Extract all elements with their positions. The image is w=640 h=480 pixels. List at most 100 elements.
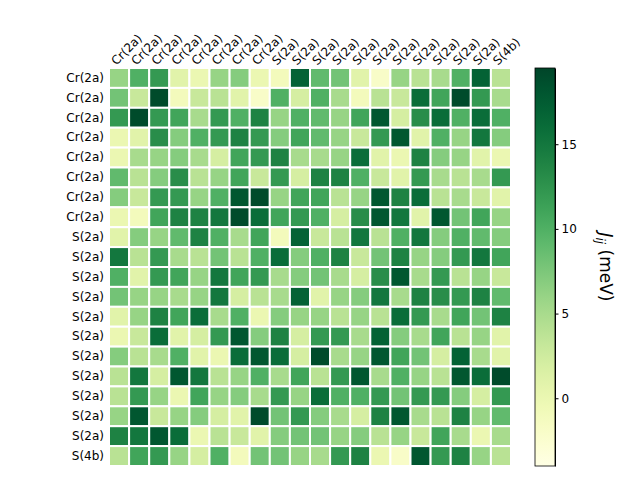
heatmap-cell: [290, 68, 310, 88]
heatmap-cell: [250, 386, 270, 406]
heatmap-cell: [290, 307, 310, 327]
heatmap-cell: [411, 108, 431, 128]
heatmap-cell: [149, 307, 169, 327]
y-tick-mark: [106, 117, 110, 118]
heatmap-cell: [411, 327, 431, 347]
heatmap-cell: [109, 327, 129, 347]
heatmap-cell: [290, 426, 310, 446]
y-tick: Cr(2a): [66, 91, 109, 105]
y-tick-mark: [106, 217, 110, 218]
heatmap-cell: [109, 267, 129, 287]
heatmap-cell: [390, 386, 410, 406]
heatmap-cell: [210, 347, 230, 367]
x-tick: S(4b): [490, 35, 523, 68]
heatmap-cell: [210, 446, 230, 466]
heatmap-cell: [431, 128, 451, 148]
y-tick-mark: [106, 376, 110, 377]
heatmap-cell: [390, 426, 410, 446]
heatmap-cell: [411, 287, 431, 307]
heatmap-cell: [330, 446, 350, 466]
y-tick: S(2a): [72, 369, 109, 383]
colorbar-axis: 051015: [555, 69, 577, 467]
y-tick: Cr(2a): [66, 71, 109, 85]
heatmap-cell: [270, 347, 290, 367]
heatmap-cell: [471, 187, 491, 207]
heatmap-cell: [431, 207, 451, 227]
heatmap-cell: [169, 68, 189, 88]
heatmap-cell: [370, 187, 390, 207]
heatmap-cell: [471, 88, 491, 108]
heatmap-cell: [290, 386, 310, 406]
heatmap-cell: [471, 307, 491, 327]
heatmap-cell: [390, 307, 410, 327]
y-tick: S(2a): [72, 230, 109, 244]
heatmap-cell: [270, 247, 290, 267]
heatmap-cell: [370, 367, 390, 387]
heatmap-cell: [350, 446, 370, 466]
heatmap-cell: [129, 267, 149, 287]
colorbar-tick-mark: [555, 398, 559, 399]
heatmap-cell: [210, 88, 230, 108]
heatmap-cell: [109, 287, 129, 307]
heatmap-cell: [350, 287, 370, 307]
heatmap-cell: [230, 327, 250, 347]
heatmap-cell: [169, 426, 189, 446]
heatmap-cell: [169, 128, 189, 148]
heatmap-cell: [350, 406, 370, 426]
heatmap-cell: [149, 227, 169, 247]
heatmap-cell: [390, 287, 410, 307]
y-tick-mark: [106, 77, 110, 78]
heatmap-cell: [169, 148, 189, 168]
heatmap-cell: [210, 406, 230, 426]
heatmap-cell: [109, 307, 129, 327]
heatmap-cell: [230, 367, 250, 387]
heatmap-cell: [230, 386, 250, 406]
heatmap-cell: [390, 446, 410, 466]
heatmap-cell: [471, 386, 491, 406]
heatmap-cell: [250, 406, 270, 426]
heatmap-cell: [350, 347, 370, 367]
heatmap-cell: [210, 227, 230, 247]
heatmap-cell: [210, 168, 230, 188]
heatmap-cell: [230, 207, 250, 227]
y-tick-label: S(4b): [72, 449, 104, 463]
heatmap-cell: [330, 88, 350, 108]
heatmap-cell: [149, 247, 169, 267]
heatmap-cell: [270, 267, 290, 287]
y-tick-mark: [106, 436, 110, 437]
heatmap-cell: [310, 367, 330, 387]
heatmap-cell: [431, 247, 451, 267]
y-tick: S(2a): [72, 310, 109, 324]
heatmap-cell: [270, 128, 290, 148]
heatmap-cell: [471, 128, 491, 148]
heatmap-cell: [431, 168, 451, 188]
heatmap-cell: [250, 187, 270, 207]
heatmap-cell: [189, 187, 209, 207]
heatmap-cell: [250, 68, 270, 88]
heatmap-cell: [189, 327, 209, 347]
heatmap-cell: [210, 108, 230, 128]
y-tick: S(2a): [72, 389, 109, 403]
heatmap-cell: [310, 307, 330, 327]
heatmap-cell: [350, 227, 370, 247]
heatmap-cell: [210, 247, 230, 267]
y-tick-mark: [106, 157, 110, 158]
heatmap-cell: [471, 347, 491, 367]
heatmap-cell: [210, 187, 230, 207]
heatmap-cell: [370, 406, 390, 426]
heatmap-cell: [169, 446, 189, 466]
heatmap-cell: [189, 307, 209, 327]
heatmap-cell: [310, 88, 330, 108]
y-tick: S(2a): [72, 329, 109, 343]
heatmap-cell: [250, 227, 270, 247]
heatmap-cell: [169, 347, 189, 367]
heatmap-cell: [310, 426, 330, 446]
heatmap-cell: [431, 187, 451, 207]
heatmap-cell: [290, 227, 310, 247]
heatmap-cell: [230, 426, 250, 446]
heatmap-cell: [451, 406, 471, 426]
y-tick-mark: [106, 237, 110, 238]
heatmap-cell: [270, 187, 290, 207]
heatmap-cell: [330, 267, 350, 287]
heatmap-cell: [471, 426, 491, 446]
